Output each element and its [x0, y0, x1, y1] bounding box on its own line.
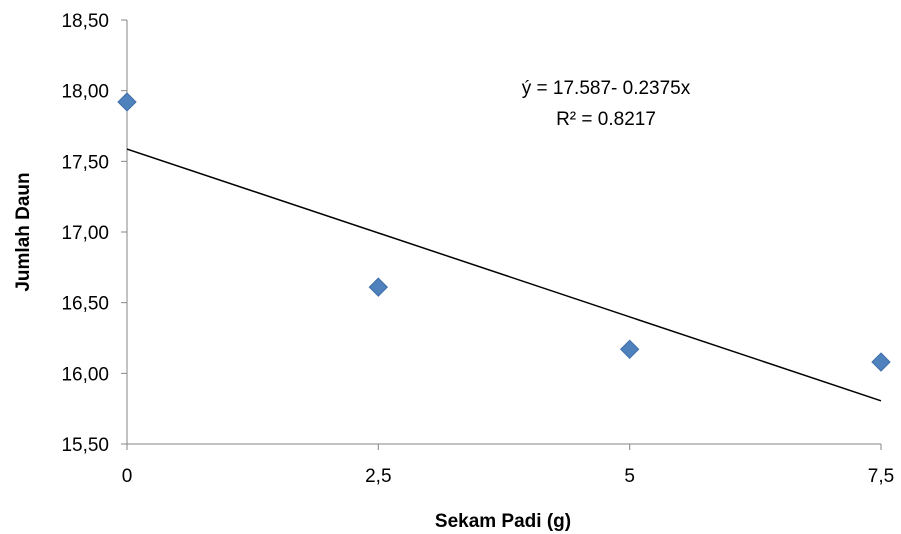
y-axis-title: Jumlah Daun [13, 172, 34, 291]
r-squared-label: R² = 0.8217 [556, 109, 656, 130]
data-point [871, 352, 891, 372]
data-point [619, 339, 640, 360]
y-tick-label: 16,50 [61, 294, 109, 315]
trendline-group [126, 148, 882, 402]
y-tick-label: 17,50 [61, 152, 109, 173]
x-tick-label: 7,5 [868, 466, 894, 487]
data-point [368, 277, 389, 297]
x-tick-label: 0 [122, 466, 133, 487]
y-ticks: 15,50 16,00 16,50 17,00 17,50 18,00 18,50 [61, 11, 127, 456]
data-points [117, 92, 891, 372]
x-tick-label: 5 [624, 466, 635, 487]
x-ticks: 0 2,5 5 7,5 [122, 444, 894, 487]
x-axis-title: Sekam Padi (g) [435, 511, 571, 532]
y-tick-label: 17,00 [61, 223, 109, 244]
equation-label: ý = 17.587- 0.2375x [522, 78, 691, 99]
trendline [126, 148, 882, 402]
x-tick-label: 2,5 [365, 466, 391, 487]
y-tick-label: 15,50 [61, 435, 109, 456]
data-point [117, 92, 137, 112]
y-tick-label: 18,00 [61, 82, 109, 103]
axes [126, 20, 881, 445]
y-tick-label: 18,50 [61, 11, 109, 32]
y-tick-label: 16,00 [61, 364, 109, 385]
